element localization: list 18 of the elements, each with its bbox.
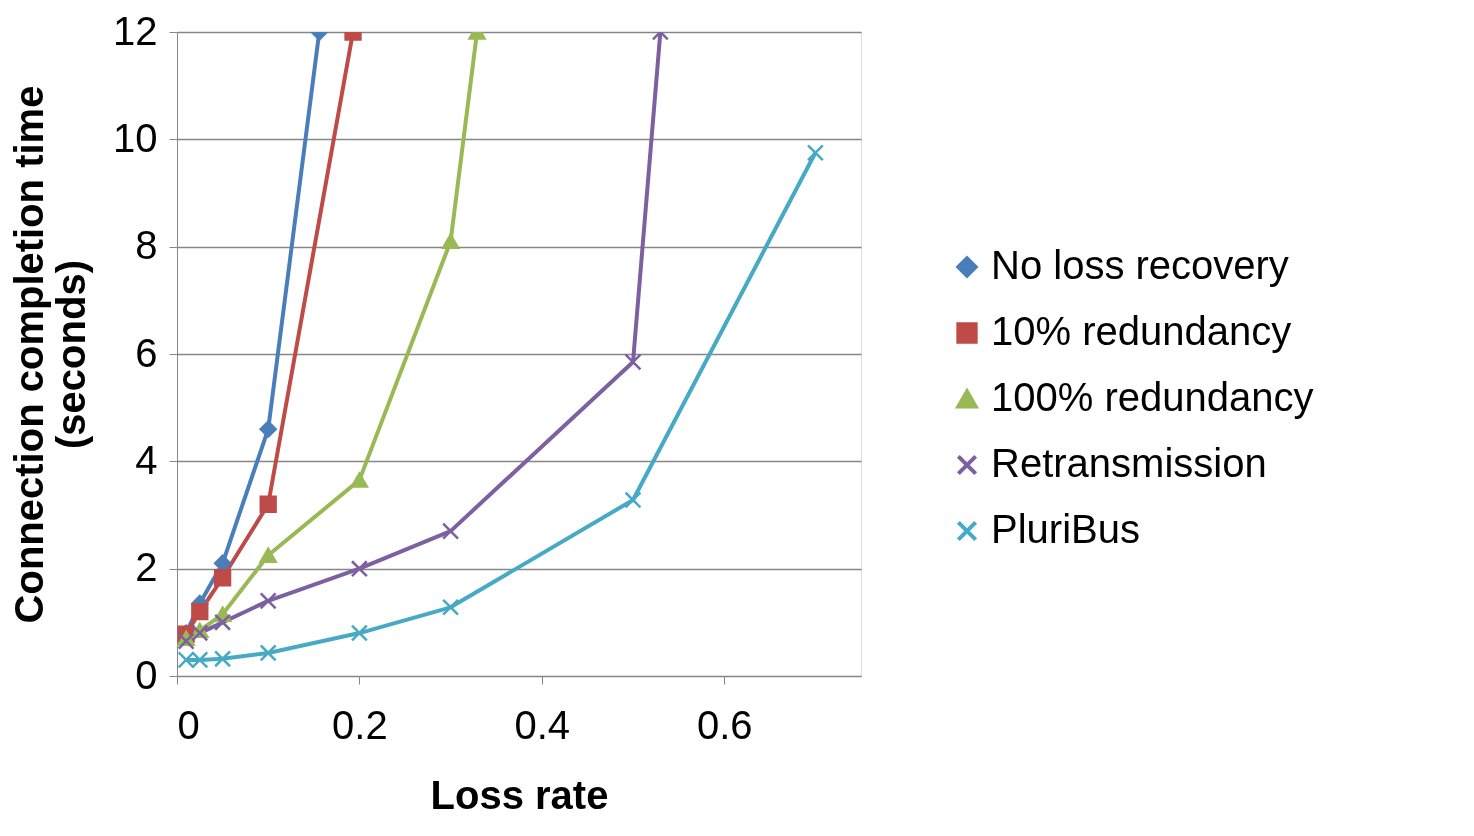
y-tick-label: 4: [135, 437, 158, 482]
x-tick-label: 0: [177, 702, 200, 747]
x-tick-label: 0.2: [332, 702, 388, 747]
y-tick-label: 6: [135, 330, 158, 375]
legend-label: 10% redundancy: [991, 309, 1292, 353]
y-tick-label: 0: [135, 652, 158, 697]
y-tick-label: 8: [135, 223, 158, 268]
legend-label: Retransmission: [991, 441, 1267, 485]
x-axis-title: Loss rate: [430, 772, 609, 817]
y-tick-label: 12: [113, 8, 158, 53]
x-tick-label: 0.4: [514, 702, 571, 747]
x-tick-label: 0.6: [696, 702, 753, 747]
legend-label: PluriBus: [991, 507, 1140, 551]
y-tick-label: 10: [113, 115, 158, 160]
y-tick-label: 2: [135, 545, 158, 590]
legend-label: No loss recovery: [991, 243, 1289, 287]
legend-label: 100% redundancy: [991, 375, 1314, 419]
y-axis-title: Connection completion time (seconds): [7, 85, 94, 624]
